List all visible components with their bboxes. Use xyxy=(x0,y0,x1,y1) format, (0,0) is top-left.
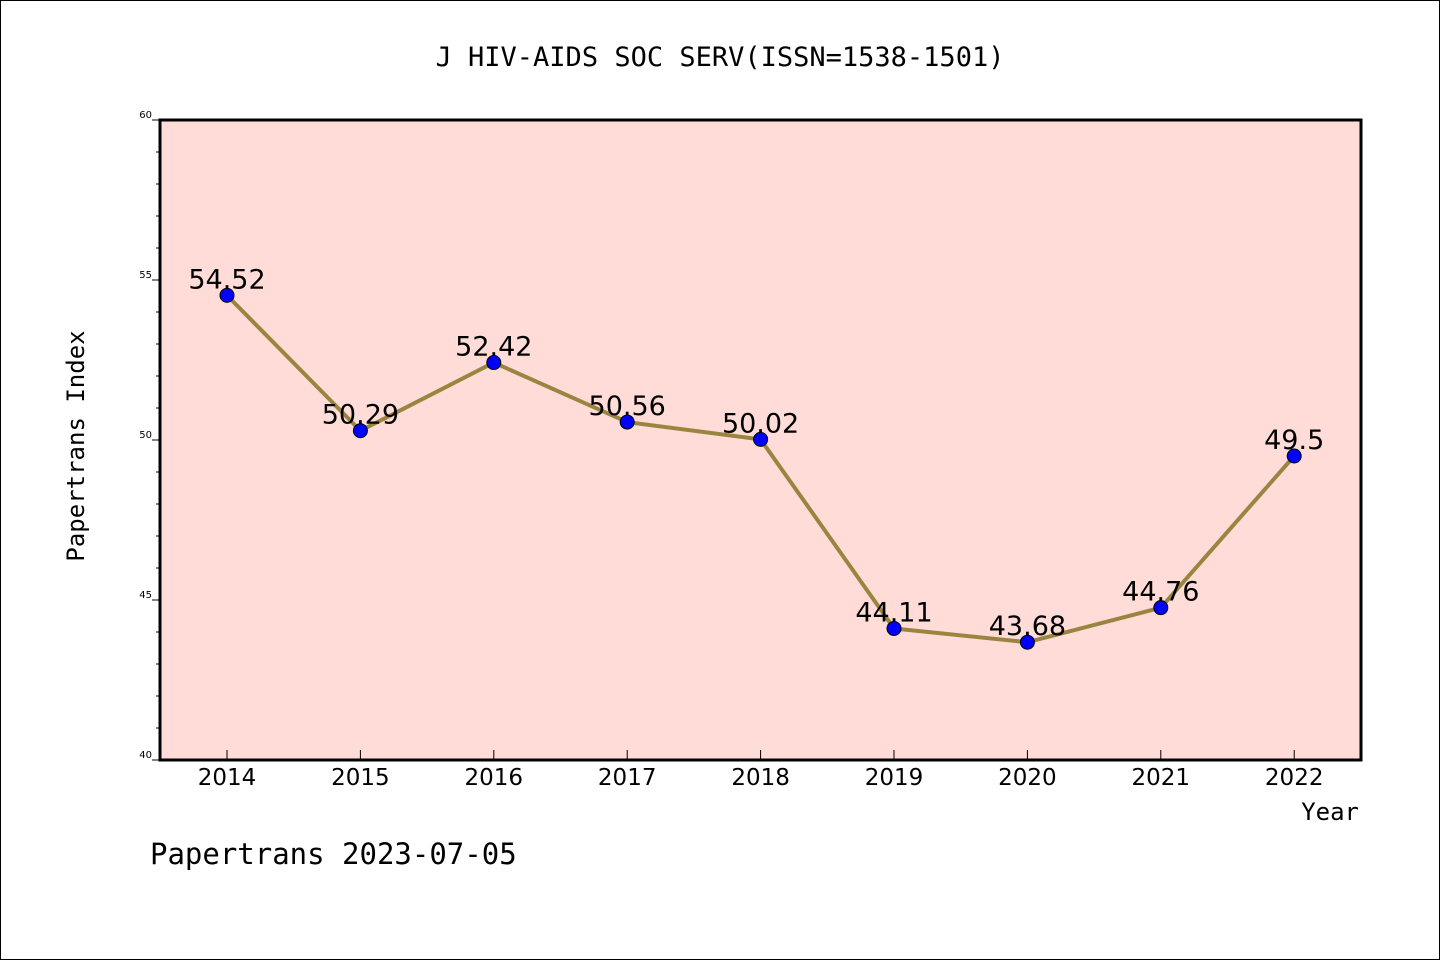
y-tick-label: 55 xyxy=(139,270,152,281)
y-tick-label: 45 xyxy=(139,590,152,601)
data-label: 44.11 xyxy=(855,597,932,628)
series-line-group xyxy=(219,287,1302,650)
chart-title: J HIV-AIDS SOC SERV(ISSN=1538-1501) xyxy=(436,42,1005,73)
x-tick-label: 2020 xyxy=(998,765,1057,791)
y-tick-label: 60 xyxy=(139,110,152,121)
y-axis: 40 45 50 55 60 xyxy=(139,110,160,761)
x-tick-label: 2016 xyxy=(465,765,524,791)
x-tick-label: 2015 xyxy=(331,765,390,791)
data-label: 43.68 xyxy=(989,611,1066,642)
x-tick-label: 2017 xyxy=(598,765,657,791)
data-point-marker xyxy=(219,287,235,303)
y-axis-label: Papertrans Index xyxy=(62,330,90,561)
y-tick-label: 50 xyxy=(139,430,152,441)
data-point-marker xyxy=(753,431,769,447)
data-point-marker xyxy=(1019,634,1035,650)
x-axis-label: Year xyxy=(1301,798,1359,826)
data-label: 50.29 xyxy=(322,400,399,431)
data-label: 44.76 xyxy=(1122,577,1199,608)
x-tick-label: 2022 xyxy=(1265,765,1324,791)
data-label: 50.56 xyxy=(589,391,666,422)
x-tick-label: 2018 xyxy=(731,765,790,791)
data-label: 54.52 xyxy=(188,264,265,295)
data-point-marker xyxy=(352,423,368,439)
data-point-marker xyxy=(619,414,635,430)
data-point-marker xyxy=(1286,448,1302,464)
data-point-marker xyxy=(486,355,502,371)
data-label: 52.42 xyxy=(455,332,532,363)
data-label: 49.5 xyxy=(1264,425,1324,456)
x-axis: 2014 2015 2016 2017 2018 2019 2020 2021 2022 xyxy=(198,750,1324,791)
footer-text: Papertrans 2023-07-05 xyxy=(150,837,517,871)
data-labels-group: 54.52 50.29 52.42 50.56 50.02 44.11 43.68 44.76… xyxy=(188,264,1324,642)
data-label: 50.02 xyxy=(722,408,799,439)
data-point-marker xyxy=(886,620,902,636)
y-tick-label: 40 xyxy=(139,750,152,761)
x-tick-label: 2021 xyxy=(1132,765,1191,791)
x-tick-label: 2014 xyxy=(198,765,257,791)
x-tick-label: 2019 xyxy=(865,765,924,791)
data-point-marker xyxy=(1153,600,1169,616)
